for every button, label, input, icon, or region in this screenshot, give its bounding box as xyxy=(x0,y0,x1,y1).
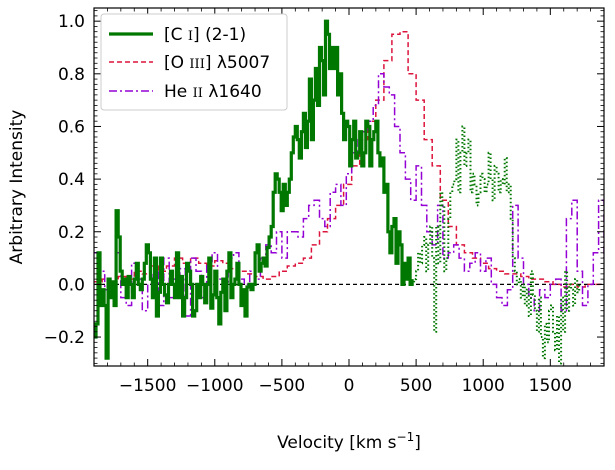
series-c-i-2-1 xyxy=(94,19,414,360)
y-tick-label: 1.0 xyxy=(58,12,85,32)
legend-label-oiii: [O III] λ5007 xyxy=(164,53,270,73)
y-tick-label: 0.4 xyxy=(58,170,85,190)
x-tick-label: 0 xyxy=(344,376,355,396)
y-tick-label: 0.8 xyxy=(58,65,85,85)
legend-label-ci: [C I] (2-1) xyxy=(164,25,246,45)
y-tick-label: 0.0 xyxy=(58,275,85,295)
x-axis-label: Velocity [km s−1] xyxy=(277,430,421,453)
legend-box xyxy=(100,13,288,111)
legend: [C I] (2-1) [O III] λ5007 He II λ1640 xyxy=(100,13,288,111)
x-tick-label: 500 xyxy=(400,376,432,396)
x-tick-label: 1500 xyxy=(529,376,572,396)
x-tick-label: −1500 xyxy=(119,376,177,396)
y-tick-label: −0.2 xyxy=(44,328,85,348)
series-layer xyxy=(94,19,604,365)
legend-label-heii: He II λ1640 xyxy=(164,82,262,102)
x-tick-label: −500 xyxy=(259,376,306,396)
y-axis-label: Arbitrary Intensity xyxy=(7,110,27,265)
series-c-i-2-1-continuation xyxy=(412,125,582,365)
y-tick-label: 0.6 xyxy=(58,117,85,137)
y-tick-label: 0.2 xyxy=(58,223,85,243)
x-tick-label: 1000 xyxy=(462,376,505,396)
x-tick-label: −1000 xyxy=(186,376,244,396)
tick-layer: −1500 −1000 −500 0 500 1000 1500 −0.2 0.0 0.2 0.4 0… xyxy=(44,8,605,396)
